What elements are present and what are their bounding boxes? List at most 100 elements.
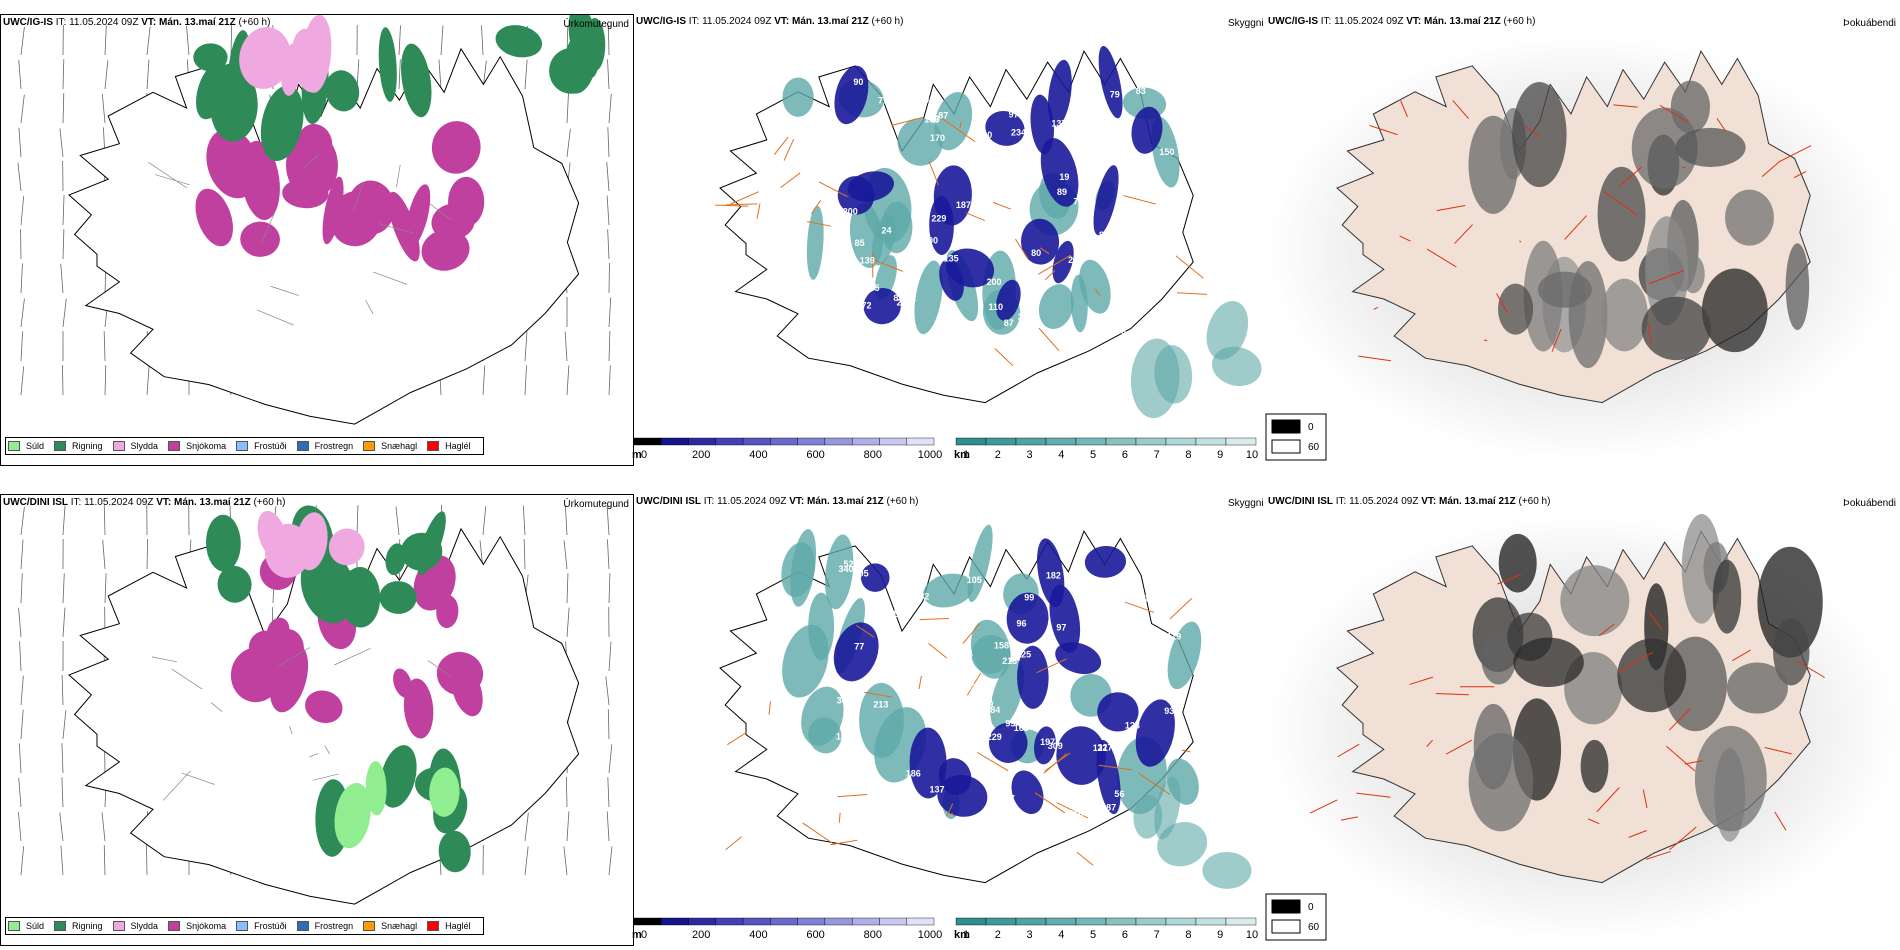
rain-area	[495, 25, 543, 58]
wind-barb	[20, 573, 23, 604]
road	[303, 154, 319, 169]
drizzle-area	[429, 767, 460, 817]
ceiling-value-label: 90	[853, 77, 863, 87]
visibility-area	[801, 686, 844, 746]
road	[1137, 772, 1171, 795]
legend-item: Slydda	[112, 441, 158, 451]
rain-area	[378, 27, 397, 102]
ceiling-value-label: 322	[1081, 590, 1096, 600]
legend-swatch	[296, 441, 309, 451]
road	[1337, 743, 1360, 758]
legend-label: Slydda	[130, 921, 159, 931]
wind-barb	[524, 846, 529, 876]
ceiling-value-label: 106	[916, 697, 931, 707]
road	[1628, 830, 1647, 838]
snow-area	[421, 229, 470, 271]
fog-index-area	[1757, 546, 1823, 658]
ceiling-value-label: 139	[860, 255, 875, 265]
low-ceiling-area	[933, 165, 972, 226]
ceiling-value-label: 278	[977, 765, 992, 775]
road	[270, 285, 299, 296]
drizzle-area	[365, 761, 387, 816]
wind-barb	[186, 25, 190, 56]
legend-swatch	[168, 441, 181, 451]
wind-barb	[398, 59, 401, 90]
low-ceiling-area	[1052, 240, 1074, 284]
wind-barb	[101, 94, 106, 124]
ceiling-value-label: 197	[1040, 737, 1055, 747]
fog-index-area	[1617, 638, 1687, 713]
fog-index-area	[1580, 739, 1609, 793]
snow-area	[436, 594, 459, 629]
ceiling-value-label: 234	[1011, 127, 1026, 137]
wind-barb	[18, 127, 22, 158]
ceiling-value-label: 405	[854, 568, 869, 578]
low-ceiling-area	[1030, 94, 1054, 155]
wind-barb	[607, 127, 610, 158]
fog-index-area	[1497, 283, 1534, 335]
road	[976, 751, 1009, 772]
road	[1484, 339, 1488, 342]
wind-barb	[103, 331, 106, 362]
ceiling-value-label: 229	[987, 732, 1002, 742]
road	[1684, 760, 1703, 765]
snow-area	[282, 178, 329, 209]
road	[807, 221, 832, 227]
ceiling-value-label: 182	[1046, 570, 1061, 580]
wind-barb	[566, 811, 570, 842]
legend-swatch	[168, 921, 181, 931]
panel-param-label: Skyggni	[1228, 18, 1264, 29]
wind-barb	[566, 365, 570, 396]
low-ceiling-area	[1098, 45, 1123, 119]
rain-area	[438, 830, 471, 873]
legend-swatch	[8, 441, 20, 451]
roads-layer	[725, 597, 1193, 866]
wind-barb	[104, 60, 109, 90]
fog-index-area	[1560, 565, 1630, 637]
road	[1038, 254, 1072, 275]
road	[181, 772, 215, 785]
ceiling-value-label: 158	[994, 640, 1009, 650]
wind-barb	[482, 506, 487, 536]
ceiling-value-label: 84	[990, 705, 1000, 715]
road	[396, 164, 401, 188]
ceiling-map-top: 26 134 89 110 153 273 126 73 150 200 200 80 100 84 76 8…	[715, 45, 1262, 419]
ceiling-value-label: 180	[978, 333, 993, 343]
low-ceiling-area	[1097, 692, 1139, 732]
precip-type-panel-bottom: UWC/DINI ISL IT: 11.05.2024 09Z VT: Mán.…	[0, 494, 634, 946]
rain-area	[260, 85, 304, 162]
wind-barb	[606, 811, 610, 842]
wind-barb	[20, 709, 24, 740]
ceiling-panel-top: 26 134 89 110 153 273 126 73 150 200 200 80 100 84 76 8…	[634, 14, 1266, 462]
ceiling-value-label: 80	[1031, 248, 1041, 258]
wind-barb	[440, 25, 444, 56]
wind-barb	[564, 505, 568, 536]
ceiling-value-label: 94	[963, 649, 973, 659]
legend-swatch	[363, 921, 376, 931]
road	[151, 656, 178, 663]
road	[783, 139, 795, 161]
wind-barb	[20, 94, 25, 124]
visibility-area	[914, 260, 943, 335]
road	[959, 121, 962, 128]
road	[1519, 240, 1522, 243]
wind-barb	[608, 297, 612, 328]
fog-index-area	[1498, 533, 1537, 593]
legend-label: Súld	[26, 921, 45, 931]
ceiling-value-label: 185	[1156, 188, 1171, 198]
ceiling-value-label: 229	[931, 213, 946, 223]
visibility-area	[1038, 284, 1074, 330]
fog-index-area	[1513, 637, 1584, 688]
ceiling-value-label: 52	[1146, 677, 1156, 687]
road	[1044, 270, 1056, 281]
visibility-area	[990, 660, 1025, 729]
road	[1647, 322, 1652, 345]
low-ceiling-area	[988, 722, 1028, 763]
visibility-area	[967, 524, 993, 603]
snow-area	[206, 128, 260, 199]
wind-barb	[62, 195, 65, 226]
legend-label: Rigning	[72, 441, 103, 451]
fog-index-area	[1641, 296, 1711, 361]
ceiling-value-label: 38	[1018, 312, 1028, 322]
visibility-area	[1202, 851, 1252, 889]
